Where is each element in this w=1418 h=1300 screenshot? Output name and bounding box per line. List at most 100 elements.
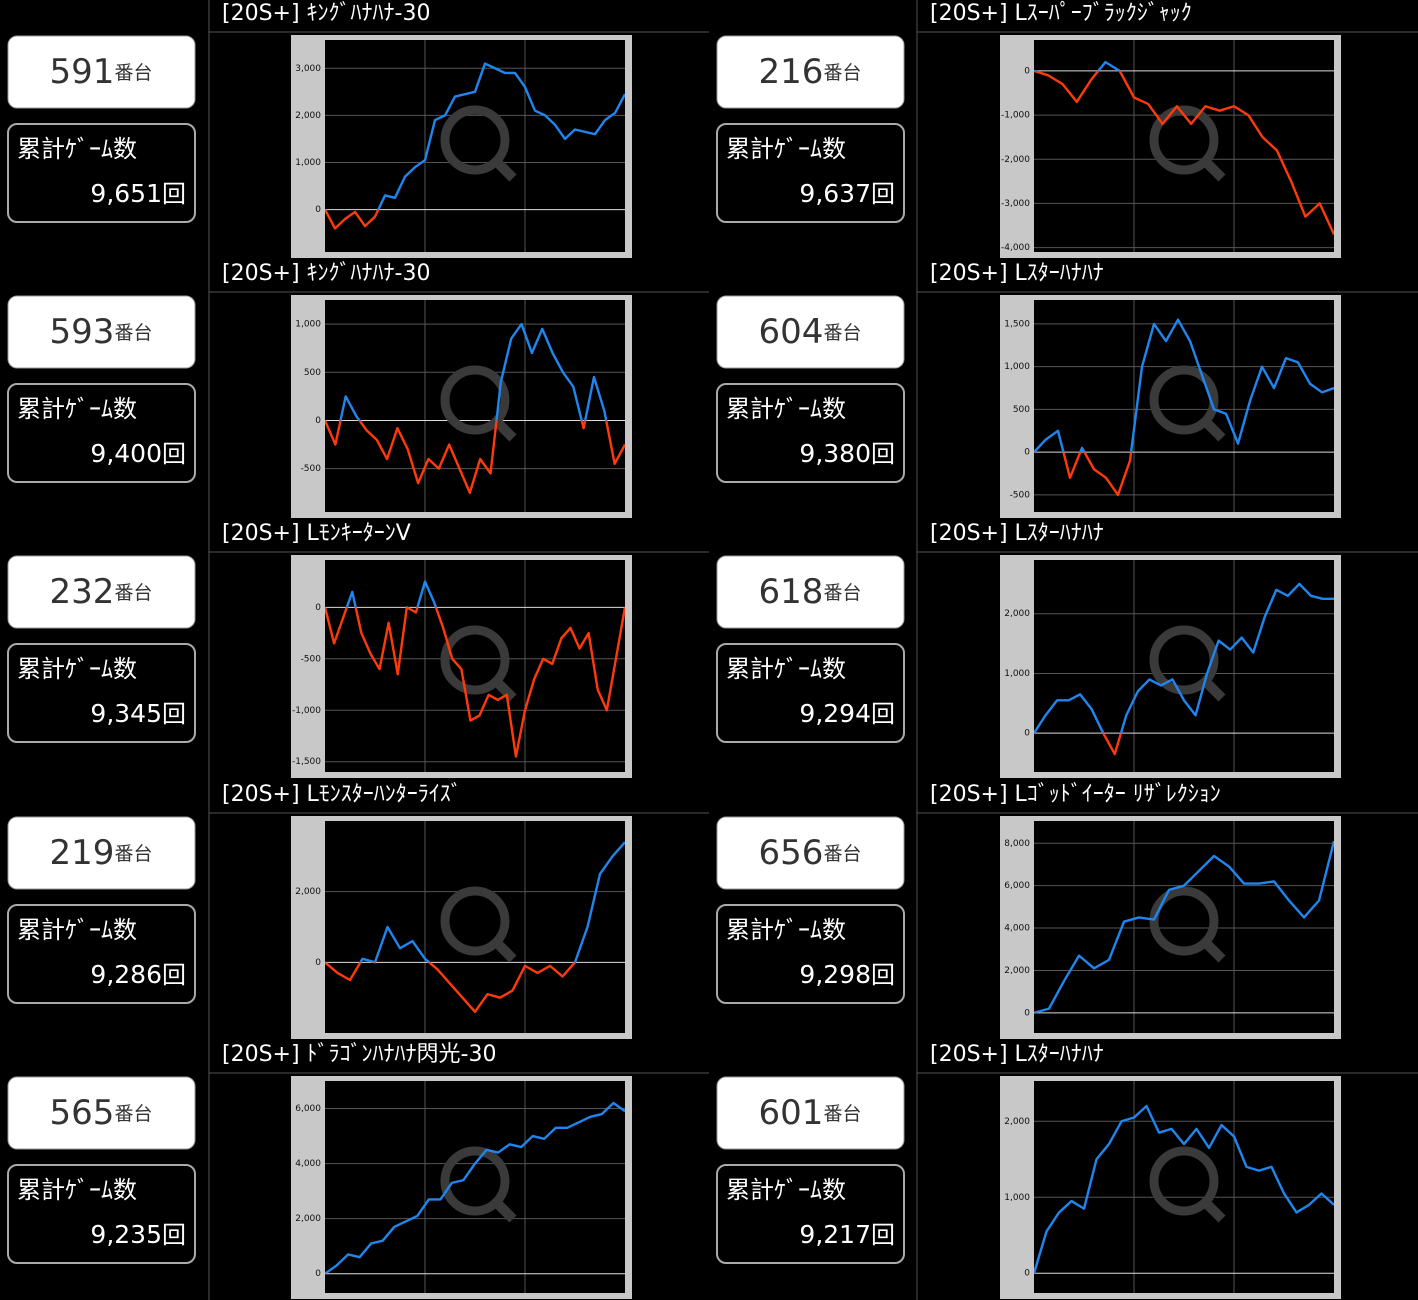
machine-unit: 番台 <box>114 322 152 344</box>
watermark <box>440 886 510 956</box>
y-tick-label: 8,000 <box>1004 839 1030 849</box>
y-tick-label: 2,000 <box>1004 609 1030 619</box>
machine-id: 232 <box>50 572 115 612</box>
games-box <box>7 383 196 483</box>
line-negative <box>1034 70 1334 235</box>
machine-box <box>7 295 196 369</box>
games-box <box>7 904 196 1004</box>
machine-unit: 番台 <box>823 843 861 865</box>
plot-area <box>1034 560 1334 772</box>
watermark <box>1200 156 1226 182</box>
machine-id: 591 <box>50 52 115 92</box>
machine-box <box>716 295 905 369</box>
machine-number: 593番台 <box>50 312 153 352</box>
y-tick-label: 500 <box>304 368 321 378</box>
games-box <box>716 643 905 743</box>
machine-unit: 番台 <box>114 1103 152 1125</box>
y-tick-label: 4,000 <box>295 1159 321 1169</box>
y-tick-label: 2,000 <box>1004 1117 1030 1127</box>
machine-box <box>716 35 905 109</box>
plot-area <box>1034 1081 1334 1293</box>
watermark <box>440 105 510 175</box>
y-tick-label: 2,000 <box>295 1214 321 1224</box>
chart-title: [20S+] Lｽﾀｰﾊﾅﾊﾅ <box>930 1042 1104 1067</box>
games-unit: 回 <box>871 700 895 728</box>
machine-unit: 番台 <box>114 582 152 604</box>
watermark <box>440 1146 510 1216</box>
games-value: 9,286 <box>90 960 162 989</box>
y-tick-label: 1,000 <box>295 320 321 330</box>
watermark <box>1200 676 1226 702</box>
watermark <box>491 676 517 702</box>
games-value: 9,651 <box>90 179 162 208</box>
games-label: 累計ｹﾞｰﾑ数 <box>17 916 137 944</box>
games-count: 9,380回 <box>799 439 895 468</box>
line-negative <box>325 607 625 758</box>
line-negative <box>325 420 625 494</box>
games-count: 9,345回 <box>90 699 186 728</box>
chart-title: [20S+] ﾄﾞﾗｺﾞﾝﾊﾅﾊﾅ閃光-30 <box>222 1042 497 1067</box>
y-tick-label: 0 <box>1024 448 1030 458</box>
games-count: 9,298回 <box>799 960 895 989</box>
line-positive <box>325 1101 625 1274</box>
y-tick-label: -4,000 <box>1001 243 1030 253</box>
machine-id: 604 <box>759 312 824 352</box>
games-value: 9,235 <box>90 1220 162 1249</box>
games-count: 9,235回 <box>90 1220 186 1249</box>
games-count: 9,294回 <box>799 699 895 728</box>
y-tick-label: 6,000 <box>1004 881 1030 891</box>
games-label: 累計ｹﾞｰﾑ数 <box>726 655 846 683</box>
y-tick-label: 0 <box>1024 1008 1030 1018</box>
watermark <box>491 937 517 963</box>
games-value: 9,217 <box>799 1220 871 1249</box>
games-label: 累計ｹﾞｰﾑ数 <box>726 395 846 423</box>
games-value: 9,345 <box>90 699 162 728</box>
games-unit: 回 <box>162 1221 186 1249</box>
machine-unit: 番台 <box>823 1103 861 1125</box>
line-positive <box>1034 582 1334 734</box>
games-count: 9,651回 <box>90 179 186 208</box>
watermark <box>491 156 517 182</box>
machine-number: 591番台 <box>50 52 153 92</box>
games-unit: 回 <box>162 440 186 468</box>
chart-title: [20S+] LﾓﾝｷｰﾀｰﾝV <box>222 521 411 546</box>
machine-id: 656 <box>759 833 824 873</box>
watermark <box>1200 1197 1226 1223</box>
games-unit: 回 <box>162 180 186 208</box>
line-negative <box>325 209 380 230</box>
machine-box <box>7 1076 196 1150</box>
y-tick-label: -500 <box>301 654 322 664</box>
watermark <box>491 416 517 442</box>
plot-area <box>325 300 625 512</box>
games-label: 累計ｹﾞｰﾑ数 <box>726 135 846 163</box>
y-tick-label: -500 <box>1010 490 1031 500</box>
y-tick-label: 0 <box>1024 729 1030 739</box>
chart-title: [20S+] Lﾓﾝｽﾀｰﾊﾝﾀｰﾗｲｽﾞ <box>222 782 462 807</box>
games-unit: 回 <box>871 961 895 989</box>
machine-number: 219番台 <box>50 833 153 873</box>
machine-number: 656番台 <box>759 833 862 873</box>
games-value: 9,400 <box>90 439 162 468</box>
games-value: 9,298 <box>799 960 871 989</box>
games-label: 累計ｹﾞｰﾑ数 <box>17 135 137 163</box>
machine-number: 232番台 <box>50 572 153 612</box>
machine-id: 219 <box>50 833 115 873</box>
machine-box <box>716 555 905 629</box>
machine-unit: 番台 <box>823 62 861 84</box>
y-tick-label: 6,000 <box>295 1104 321 1114</box>
watermark <box>1149 1146 1219 1216</box>
games-box <box>716 1164 905 1264</box>
machine-number: 565番台 <box>50 1093 153 1133</box>
games-box <box>716 123 905 223</box>
games-count: 9,637回 <box>799 179 895 208</box>
y-tick-label: 0 <box>1024 1269 1030 1279</box>
machine-box <box>716 1076 905 1150</box>
watermark <box>1149 105 1219 175</box>
y-tick-label: 2,000 <box>1004 966 1030 976</box>
line-positive <box>325 62 625 210</box>
chart-title: [20S+] ｷﾝｸﾞﾊﾅﾊﾅ-30 <box>222 1 431 26</box>
y-tick-label: 1,000 <box>1004 1193 1030 1203</box>
y-tick-label: -500 <box>301 464 322 474</box>
